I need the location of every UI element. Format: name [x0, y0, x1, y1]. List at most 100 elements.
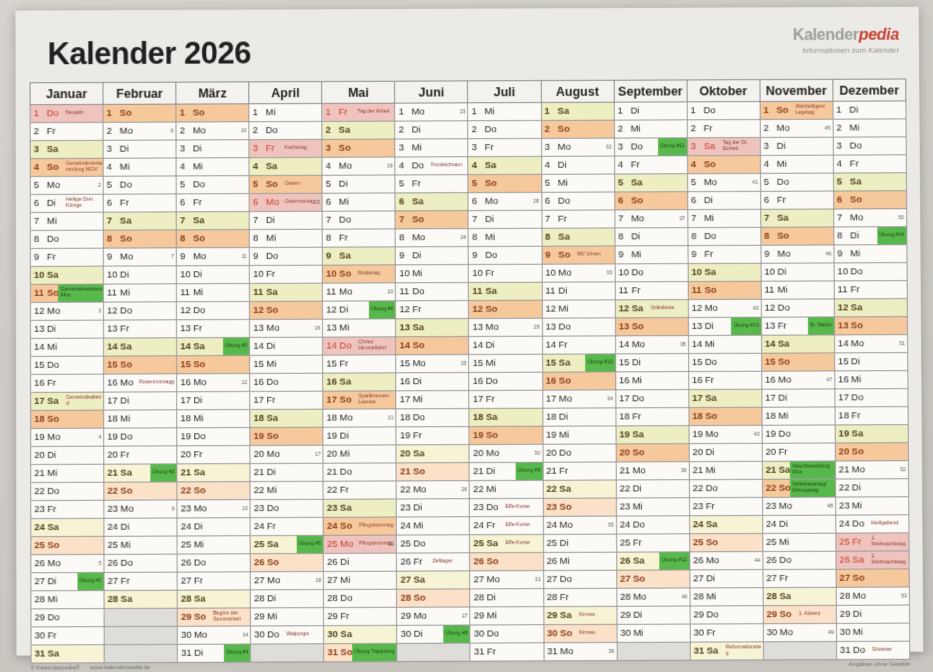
day-cell[interactable]: 26 Di	[323, 553, 397, 572]
day-cell[interactable]: 2 Mi	[614, 119, 688, 139]
day-cell[interactable]: 17 Di	[176, 391, 250, 410]
day-cell[interactable]: 2 Mo 6	[103, 122, 177, 141]
day-cell[interactable]: 17 Fr	[249, 391, 324, 410]
day-cell[interactable]: 1 Di	[613, 101, 687, 121]
event-tag[interactable]: Übung #4	[223, 644, 251, 662]
day-cell[interactable]: 8 Sa	[541, 227, 615, 247]
day-cell[interactable]: 24 Di	[177, 517, 251, 537]
day-cell[interactable]: 21 Fr	[542, 461, 616, 481]
day-cell[interactable]: 11 Mi	[103, 283, 177, 303]
day-cell[interactable]: 21 Mo 39	[615, 461, 690, 480]
day-cell[interactable]: 11 So	[687, 281, 762, 300]
day-cell[interactable]: 6 Mo Ostermontag 15	[249, 193, 323, 212]
day-cell[interactable]: 9 Fr	[30, 248, 104, 267]
day-cell[interactable]: 9 Mo 46	[760, 244, 834, 264]
day-cell[interactable]: 5 Do	[103, 175, 177, 195]
day-cell[interactable]: 19 Do	[761, 424, 836, 444]
day-cell[interactable]: 28 So	[396, 588, 471, 608]
day-cell[interactable]: 10 Sa	[30, 266, 104, 285]
day-cell[interactable]: 27 Fr	[177, 571, 251, 591]
day-cell[interactable]: 22 Do	[30, 482, 104, 501]
day-cell[interactable]: 4 Mi	[103, 157, 177, 177]
day-cell[interactable]: 12 Do	[176, 301, 250, 320]
day-cell[interactable]: 14 Mi	[688, 335, 762, 354]
day-cell[interactable]: 30 Fr	[30, 626, 105, 646]
day-cell[interactable]: 24 Mi	[396, 516, 470, 536]
day-cell[interactable]: 23 Sa	[323, 498, 397, 518]
day-cell[interactable]: 30 Mo 49	[763, 623, 837, 642]
day-cell[interactable]: 28 Sa	[762, 587, 837, 606]
day-cell[interactable]: 18 Do	[396, 408, 470, 427]
day-cell[interactable]: 16 Do	[469, 372, 543, 391]
day-cell[interactable]: 29 Mi	[470, 606, 544, 626]
day-cell[interactable]: 27 Fr	[762, 569, 837, 588]
day-cell[interactable]: 7 Sa	[103, 211, 177, 231]
day-cell[interactable]: 29 So Beginn der Sommerzeit	[177, 607, 251, 627]
day-cell[interactable]: 12 Di Übung #6	[322, 300, 396, 320]
day-cell[interactable]: 10 Di	[760, 262, 835, 282]
event-tag[interactable]: Übung #12	[659, 552, 690, 570]
day-cell[interactable]: 17 Mi	[396, 390, 470, 409]
day-cell[interactable]: 22 Sa	[542, 479, 617, 499]
day-cell[interactable]: 13 Di Übung #13	[688, 317, 762, 336]
day-cell[interactable]: 16 Mi	[834, 370, 908, 389]
day-cell[interactable]: 3 Fr Karfreitag	[249, 139, 323, 158]
day-cell[interactable]: 8 Di	[614, 227, 688, 246]
day-cell[interactable]: 25 Mi	[104, 536, 178, 555]
day-cell[interactable]: 25 Sa Effe-Kurse	[469, 534, 544, 553]
day-cell[interactable]: 18 Mi	[176, 409, 251, 428]
day-cell[interactable]: 4 Mo 19	[322, 157, 396, 176]
day-cell[interactable]: 14 Mo 38	[615, 335, 689, 354]
day-cell[interactable]: 20 Di	[688, 443, 763, 462]
day-cell[interactable]: 30 So Kirmes	[543, 624, 617, 643]
day-cell[interactable]: 29 Do	[689, 605, 764, 625]
day-cell[interactable]: 7 Mo 50	[833, 208, 907, 227]
day-cell[interactable]: 29 So 1. Advent	[762, 605, 837, 624]
day-cell[interactable]: 11 Mi	[760, 280, 835, 300]
day-cell[interactable]: 3 Fr	[468, 138, 542, 157]
day-cell[interactable]: 2 Do	[468, 120, 542, 139]
day-cell[interactable]: 13 Fr St. Martin	[761, 316, 835, 336]
day-cell[interactable]: 28 Mi	[30, 590, 105, 609]
day-cell[interactable]: 2 Mo 45	[759, 119, 834, 138]
day-cell[interactable]: 16 Fr	[30, 374, 104, 393]
day-cell[interactable]: 20 So	[835, 442, 909, 462]
day-cell[interactable]: 28 Fr	[543, 588, 617, 607]
day-cell[interactable]: 9 Mo 7	[103, 247, 177, 267]
day-cell[interactable]: 28 Mo 40	[616, 587, 690, 607]
day-cell[interactable]: 16 Mo 47	[761, 370, 835, 390]
day-cell[interactable]: 15 Do	[30, 356, 104, 375]
day-cell[interactable]: 11 Do	[395, 282, 469, 301]
day-cell[interactable]: 28 Mi	[689, 587, 763, 607]
day-cell[interactable]: 29 Mo 27	[396, 606, 471, 626]
day-cell[interactable]: 11 Sa	[468, 282, 542, 301]
day-cell[interactable]: 1 So	[103, 104, 177, 123]
day-cell[interactable]: 10 So Muttertag	[322, 264, 396, 284]
day-cell[interactable]: 9 Sa	[322, 246, 396, 266]
day-cell[interactable]: 12 Sa	[834, 298, 908, 317]
day-cell[interactable]: 23 Mo 9	[103, 499, 178, 519]
day-cell[interactable]: 31 So Übung Traubberg	[323, 643, 398, 662]
day-cell[interactable]: 6 So	[833, 190, 907, 210]
day-cell[interactable]: 6 Fr	[176, 193, 250, 212]
day-cell[interactable]: 11 Fr	[834, 280, 908, 299]
day-cell[interactable]: 24 Di	[762, 515, 836, 534]
day-cell[interactable]: 20 Di	[30, 446, 104, 465]
day-cell[interactable]: 28 Do	[323, 589, 397, 608]
day-cell[interactable]: 7 So	[395, 210, 469, 229]
day-cell[interactable]: 17 Do	[834, 388, 909, 407]
day-cell[interactable]: 24 Di	[103, 517, 178, 537]
day-cell[interactable]: 11 So Gemeindeversammlung FFw	[30, 284, 104, 303]
day-cell[interactable]: 25 Fr 1. Weihnachtstag	[835, 532, 910, 552]
day-cell[interactable]: 18 So	[688, 407, 762, 426]
day-cell[interactable]: 13 Mi	[322, 318, 396, 338]
day-cell[interactable]: 2 Sa	[322, 121, 396, 140]
day-cell[interactable]: 26 Mo 44	[689, 551, 763, 570]
day-cell[interactable]: 3 Do Übung #11	[614, 137, 688, 157]
day-cell[interactable]: 9 Mi	[614, 245, 688, 264]
day-cell[interactable]: 24 Do Heiligabend	[835, 514, 909, 534]
day-cell[interactable]: 20 Do	[542, 443, 616, 463]
day-cell[interactable]: 4 Mi	[176, 157, 250, 176]
day-cell[interactable]: 15 So	[761, 352, 835, 372]
day-cell[interactable]: 20 So	[615, 443, 689, 462]
